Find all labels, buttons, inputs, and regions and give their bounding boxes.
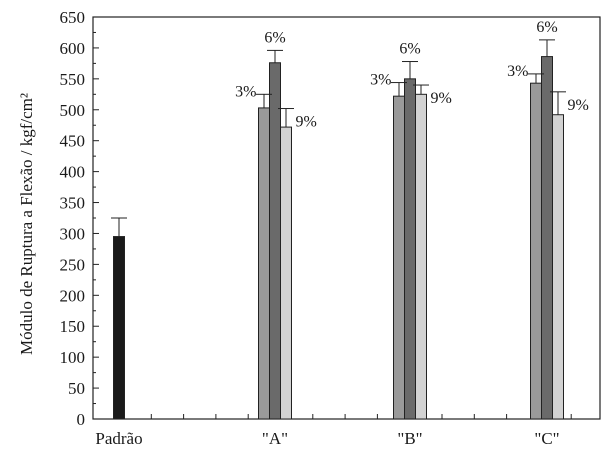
bar (269, 62, 281, 420)
bar-label: 6% (399, 41, 420, 58)
y-tick-label: 550 (60, 70, 86, 89)
bar-label: 6% (536, 19, 557, 36)
bar (258, 107, 270, 420)
x-axis-categories: Padrão "A" "B" "C" (95, 429, 559, 448)
y-tick-label: 650 (60, 8, 86, 27)
bar (113, 236, 125, 420)
bar-label: 3% (507, 63, 528, 80)
y-axis-label: Módulo de Ruptura a Flexão / kgf/cm² (17, 93, 36, 355)
bar-annotations: 3% 6% 9% 3% 6% 9% 3% 6% 9% (235, 19, 589, 131)
bars (113, 56, 564, 420)
bar-label: 9% (296, 114, 317, 131)
bar-label: 9% (431, 90, 452, 107)
bar (530, 82, 542, 420)
y-tick-label: 50 (68, 379, 85, 398)
x-category-label: "A" (262, 429, 288, 448)
x-category-label: "B" (397, 429, 422, 448)
bar-label: 9% (568, 97, 589, 114)
bar-label: 3% (235, 83, 256, 100)
y-tick-label: 0 (77, 410, 86, 429)
y-tick-label: 500 (60, 101, 86, 120)
y-tick-label: 150 (60, 317, 86, 336)
bar (552, 114, 564, 420)
y-tick-label: 350 (60, 194, 86, 213)
bar-label: 6% (264, 29, 285, 46)
y-tick-label: 400 (60, 163, 86, 182)
bar (415, 93, 427, 420)
y-axis-ticks: 0 50 100 150 200 250 300 350 400 450 500 550 600 650 (60, 8, 99, 429)
y-tick-label: 250 (60, 255, 86, 274)
bar (541, 56, 553, 420)
bar (404, 78, 416, 420)
y-tick-label: 100 (60, 348, 86, 367)
x-category-label: Padrão (95, 429, 142, 448)
y-tick-label: 450 (60, 132, 86, 151)
error-bars (111, 39, 566, 237)
x-category-label: "C" (534, 429, 559, 448)
y-tick-label: 300 (60, 224, 86, 243)
bar-label: 3% (370, 72, 391, 89)
y-tick-label: 600 (60, 39, 86, 58)
bar (280, 126, 292, 420)
y-tick-label: 200 (60, 286, 86, 305)
bar (393, 95, 405, 420)
